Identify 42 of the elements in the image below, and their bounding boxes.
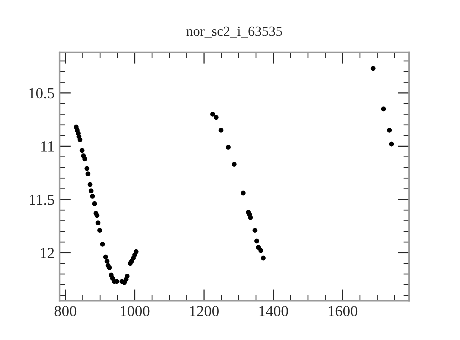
point: [248, 215, 254, 220]
y-tick-label: 11.5: [30, 194, 54, 206]
x-tick-label: 800: [54, 306, 77, 317]
x-tick-label: 1600: [328, 306, 358, 317]
point: [370, 66, 376, 72]
point: [94, 213, 100, 218]
y-tick-label: 12: [41, 248, 54, 258]
point: [218, 128, 224, 133]
point: [86, 172, 91, 177]
y-tick-label: 10.5: [30, 88, 54, 99]
point: [103, 254, 108, 260]
point: [258, 248, 264, 254]
point: [100, 242, 106, 247]
x-tick-label: 1200: [190, 306, 219, 317]
point: [96, 220, 101, 226]
x-tick-label: 1000: [121, 306, 150, 317]
point: [389, 142, 394, 147]
point: [232, 162, 237, 167]
point: [78, 138, 83, 142]
point: [124, 274, 130, 279]
point: [84, 166, 90, 172]
point: [90, 194, 96, 199]
point: [88, 188, 94, 194]
point: [210, 112, 216, 117]
point: [252, 228, 258, 233]
y-tick-label: 11: [42, 142, 54, 152]
point: [134, 249, 139, 254]
point: [104, 259, 110, 264]
point: [387, 128, 392, 133]
chart-title: nor_sc2_i_63535: [186, 26, 282, 38]
point: [214, 115, 219, 120]
point: [254, 238, 260, 244]
point: [82, 156, 88, 162]
point: [92, 202, 98, 206]
point: [88, 182, 93, 188]
point: [261, 256, 266, 261]
point: [241, 190, 246, 196]
x-tick-label: 1400: [260, 306, 288, 317]
point: [226, 145, 231, 150]
point: [80, 148, 85, 154]
point: [98, 228, 102, 233]
point: [381, 106, 386, 112]
